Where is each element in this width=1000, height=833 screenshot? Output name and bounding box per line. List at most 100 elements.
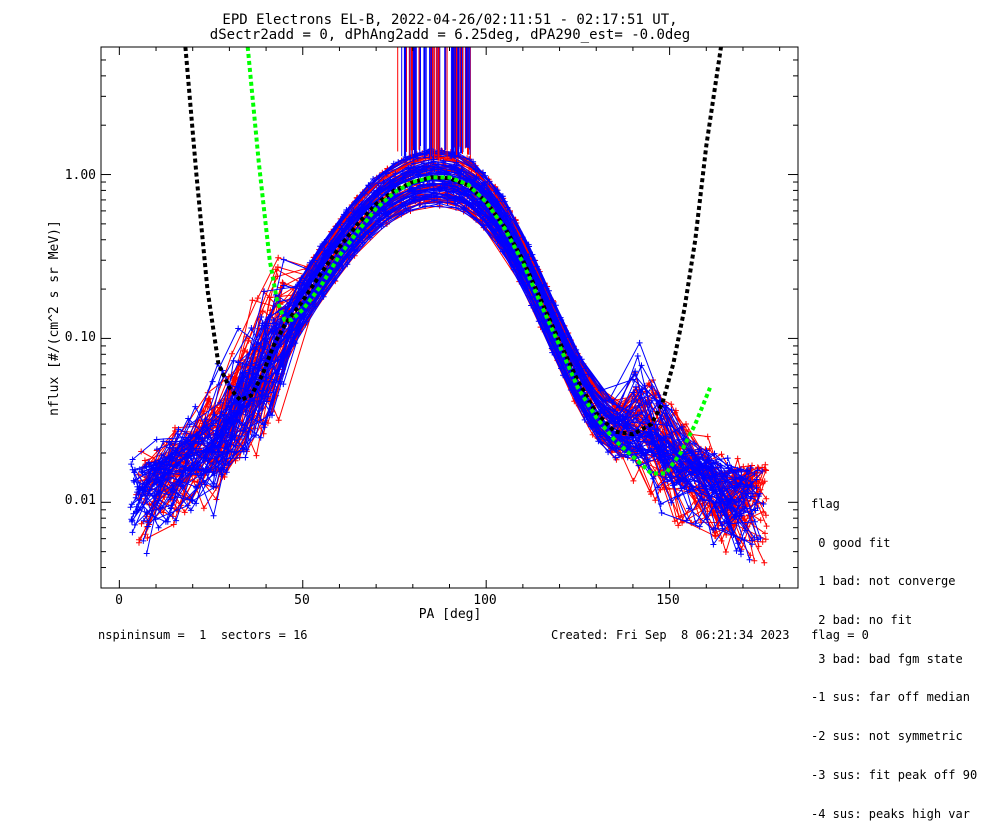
flux-trace — [148, 168, 763, 543]
data-point-marker — [231, 433, 238, 439]
data-point-marker — [686, 505, 692, 512]
data-point-marker — [746, 556, 753, 563]
data-point-marker — [451, 197, 458, 204]
flux-trace — [142, 164, 745, 527]
data-point-marker — [507, 216, 514, 223]
data-point-marker — [376, 210, 383, 217]
data-point-marker — [473, 173, 480, 180]
flux-trace — [146, 168, 759, 540]
data-point-marker — [763, 495, 770, 502]
data-point-marker — [189, 498, 196, 504]
data-point-marker — [651, 450, 658, 457]
data-point-marker — [403, 207, 410, 214]
data-point-marker — [453, 159, 460, 166]
data-point-marker — [402, 156, 409, 163]
data-point-marker — [160, 466, 167, 473]
data-point-marker — [751, 557, 758, 564]
data-point-marker — [722, 472, 729, 479]
data-point-marker — [531, 257, 538, 264]
data-point-marker — [128, 461, 135, 468]
data-point-marker — [480, 188, 487, 195]
data-point-marker — [482, 172, 489, 179]
data-point-marker — [390, 160, 397, 167]
data-point-marker — [440, 158, 447, 165]
data-point-marker — [753, 484, 760, 491]
data-point-marker — [730, 532, 737, 539]
data-point-marker — [236, 409, 243, 416]
data-point-marker — [166, 439, 173, 446]
data-point-marker — [211, 417, 217, 424]
data-point-marker — [748, 510, 755, 517]
data-point-marker — [181, 509, 188, 516]
data-point-marker — [465, 188, 472, 194]
data-point-marker — [420, 160, 427, 166]
footer-created: Created: Fri Sep 8 06:21:34 2023 flag = … — [551, 628, 869, 642]
data-point-marker — [630, 477, 637, 484]
data-point-marker — [181, 439, 188, 446]
data-point-marker — [230, 357, 237, 364]
data-point-marker — [378, 223, 385, 230]
data-point-marker — [612, 454, 619, 461]
data-point-marker — [318, 290, 325, 297]
data-point-marker — [170, 521, 177, 528]
flux-trace — [141, 163, 752, 519]
data-point-marker — [399, 175, 406, 182]
x-tick-label-100: 100 — [473, 593, 496, 608]
data-point-marker — [274, 264, 281, 271]
data-point-marker — [216, 441, 223, 448]
data-point-marker — [136, 466, 143, 473]
data-point-marker — [648, 397, 655, 404]
data-point-marker — [664, 460, 671, 467]
data-point-marker — [423, 167, 430, 174]
data-point-marker — [338, 246, 345, 253]
flux-traces — [127, 146, 770, 566]
data-point-marker — [728, 464, 735, 471]
data-point-marker — [242, 369, 249, 376]
data-point-marker — [200, 505, 207, 512]
data-point-marker — [155, 524, 162, 531]
flux-trace — [136, 205, 741, 505]
data-point-marker — [737, 548, 744, 555]
data-point-marker — [479, 216, 486, 222]
data-point-marker — [608, 445, 614, 452]
data-point-marker — [247, 379, 254, 386]
data-point-marker — [139, 486, 146, 493]
data-point-marker — [751, 534, 758, 541]
fit-curves — [183, 47, 723, 476]
data-point-marker — [361, 190, 368, 197]
data-point-marker — [436, 186, 443, 193]
data-point-marker — [668, 401, 675, 408]
legend-item: 3 bad: bad fgm state — [811, 651, 963, 666]
data-point-marker — [749, 490, 756, 497]
data-point-marker — [420, 196, 427, 203]
data-point-marker — [248, 325, 255, 331]
data-point-marker — [616, 418, 623, 425]
data-point-marker — [204, 397, 211, 404]
data-point-marker — [666, 433, 672, 440]
data-point-marker — [675, 436, 682, 443]
data-point-marker — [759, 468, 766, 474]
data-point-marker — [675, 513, 682, 520]
data-point-marker — [354, 247, 361, 254]
data-point-marker — [638, 409, 645, 416]
data-point-marker — [685, 446, 692, 453]
data-point-marker — [698, 496, 704, 502]
data-point-marker — [199, 435, 206, 442]
data-point-marker — [757, 517, 764, 524]
data-point-marker — [763, 512, 769, 519]
data-point-marker — [735, 540, 742, 547]
data-point-marker — [410, 160, 417, 167]
data-point-marker — [744, 467, 750, 474]
data-point-marker — [696, 446, 703, 453]
legend-item: -1 sus: far off median — [811, 690, 970, 705]
data-point-marker — [647, 435, 654, 442]
data-point-marker — [210, 512, 217, 519]
data-point-marker — [755, 536, 762, 543]
data-point-marker — [691, 467, 698, 474]
data-point-marker — [632, 443, 639, 450]
data-point-marker — [127, 504, 134, 511]
data-point-marker — [132, 494, 139, 501]
data-point-marker — [463, 200, 470, 207]
data-point-marker — [253, 432, 259, 438]
data-point-marker — [229, 350, 235, 357]
